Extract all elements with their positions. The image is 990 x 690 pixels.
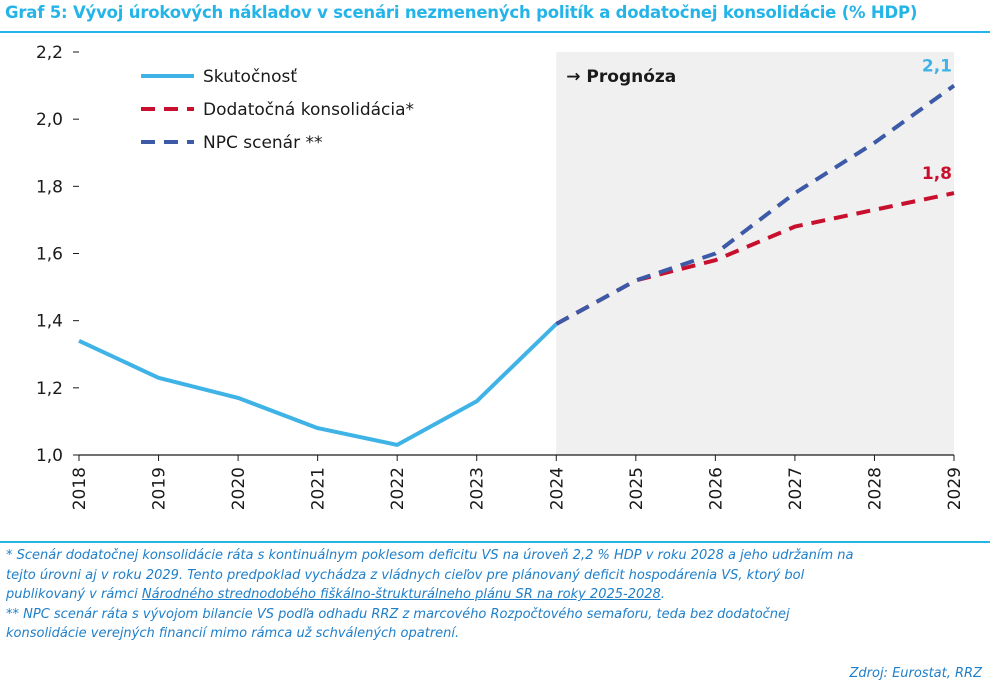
x-tick-label: 2018 [70,467,90,510]
y-tick-label: 1,2 [36,379,63,399]
chart-title: Graf 5: Vývoj úrokových nákladov v scená… [5,3,918,22]
series-group [78,83,956,447]
legend-label: NPC scenár ** [203,133,323,153]
forecast-label: → Prognóza [566,67,676,87]
footnote-line: publikovaný v rámci Národného strednodob… [6,587,665,602]
x-tick-label: 2025 [627,467,647,510]
footnote-line: * Scenár dodatočnej konsolidácie ráta s … [6,548,854,563]
footnote-line: tejto úrovni aj v roku 2029. Tento predp… [6,567,805,583]
x-tick-label: 2028 [865,467,885,510]
footnote-line: konsolidácie verejných financií mimo rám… [6,626,460,641]
footnotes: * Scenár dodatočnej konsolidácie ráta s … [6,546,981,644]
x-tick-label: 2029 [945,467,965,510]
legend: Skutočnosť Dodatočná konsolidácia* NPC sce… [141,67,414,153]
footnote-divider [0,541,990,543]
footnote-line: ** NPC scenár ráta s vývojom bilancie VS… [6,606,790,622]
x-tick-label: 2019 [150,467,170,510]
annotations: 2,1 1,8 [922,57,952,184]
legend-label: Skutočnosť [203,67,297,87]
x-tick-label: 2027 [786,467,806,510]
x-tick-label: 2023 [468,467,488,510]
y-tick-label: 1,6 [36,245,63,265]
line-chart: 1,01,21,41,61,82,02,2 2018 2019 2020 2021 20… [36,43,965,510]
x-axis: 2018 2019 2020 2021 2022 2023 2024 2025 2026 2027… [70,454,965,510]
series-line-2 [555,83,956,326]
forecast-region [556,52,954,455]
plan-link[interactable]: Národného strednodobého fiškálno-štruktu… [141,587,661,602]
x-tick-label: 2022 [388,467,408,510]
x-tick-label: 2024 [547,467,567,510]
x-tick-label: 2026 [706,467,726,510]
y-axis: 1,0 1,2 1,4 1,6 1,8 2,0 2,2 [36,43,79,466]
y-tick-label: 1,8 [36,177,63,197]
x-tick-label: 2021 [309,467,329,510]
source-note: Zdroj: Eurostat, RRZ [849,666,982,681]
legend-label: Dodatočná konsolidácia* [203,100,414,120]
y-tick-label: 1,4 [36,312,63,332]
y-tick-label: 2,2 [36,43,63,63]
value-annotation: 1,8 [922,164,952,184]
title-divider [0,31,990,33]
y-tick-label: 1,0 [36,446,63,466]
series-line-0 [78,322,558,447]
y-tick-label: 2,0 [36,110,63,130]
value-annotation: 2,1 [922,57,952,77]
x-tick-label: 2020 [229,467,249,510]
